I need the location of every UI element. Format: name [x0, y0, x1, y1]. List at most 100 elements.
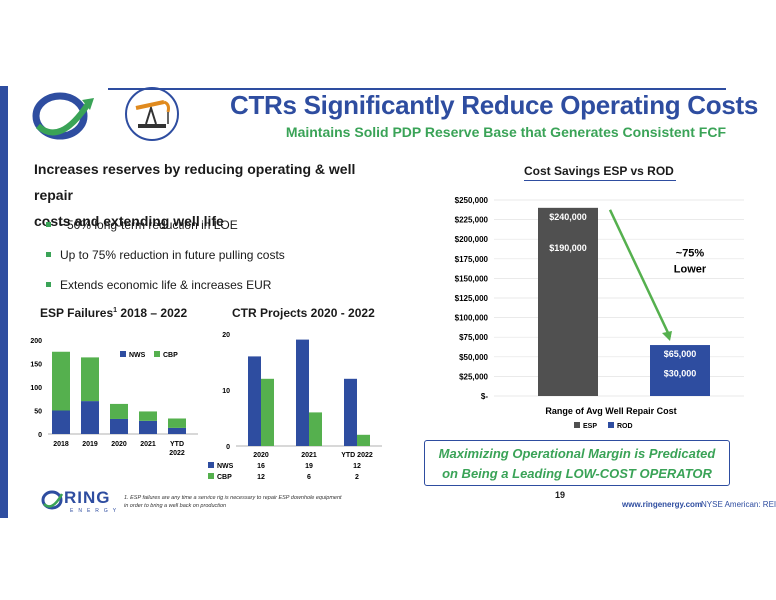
data-table-value: 12 — [257, 474, 265, 481]
intro-line-2: costs and extending well life — [34, 213, 224, 229]
data-label-low: $190,000 — [549, 243, 587, 253]
y-tick-label: $25,000 — [459, 372, 488, 381]
ctr-projects-title: CTR Projects 2020 - 2022 — [232, 306, 375, 320]
website-link[interactable]: www.ringenergy.com — [622, 500, 703, 509]
bar-cbp — [357, 434, 370, 446]
bullet-item: Extends economic life & increases EUR — [46, 276, 390, 306]
data-table-value: 16 — [257, 463, 265, 470]
y-tick-label: $250,000 — [455, 196, 489, 205]
bar-cbp — [110, 403, 128, 419]
y-tick-label: $125,000 — [455, 294, 489, 303]
x-tick-label: 2020 — [253, 452, 269, 459]
y-tick-label: 20 — [222, 332, 230, 339]
esp-failures-title: ESP Failures1 2018 – 2022 — [40, 306, 187, 320]
y-tick-label: 200 — [30, 338, 42, 345]
ctr-projects-chart: 0 10 20 16 12 2020 19 6 2021 12 2 YTD 2022 NWS CBP — [208, 332, 382, 481]
bar-esp — [538, 207, 598, 396]
cost-savings-chart: $- $25,000 $50,000 $75,000 $100,000 $125,000 $… — [455, 196, 744, 430]
data-label-high: $240,000 — [549, 212, 587, 222]
callout-line-1: Maximizing Operational Margin is Predica… — [438, 446, 716, 461]
y-tick-label: $100,000 — [455, 314, 489, 323]
legend-label-cbp: CBP — [217, 474, 232, 481]
ring-footer-logo-icon — [41, 490, 64, 510]
y-tick-label: 150 — [30, 362, 42, 369]
x-tick-label: 2022 — [169, 450, 185, 457]
data-table-value: 6 — [307, 474, 311, 481]
x-tick-label: YTD — [170, 441, 184, 448]
x-tick-label: YTD 2022 — [341, 452, 373, 459]
x-tick-label: 2020 — [111, 441, 127, 448]
legend-swatch-nws — [208, 462, 214, 468]
x-tick-label: 2018 — [53, 441, 69, 448]
y-tick-label: $200,000 — [455, 235, 489, 244]
ring-logo-sub: ENERGY — [70, 508, 122, 514]
bar-nws — [110, 418, 128, 434]
y-tick-label: $- — [481, 392, 488, 401]
y-tick-label: 10 — [222, 388, 230, 395]
bullet-item: ~50% long-term reduction in LOE — [46, 216, 390, 246]
y-tick-label: $50,000 — [459, 353, 488, 362]
legend-label-nws: NWS — [129, 352, 146, 359]
data-table-value: 2 — [355, 474, 359, 481]
y-tick-label: $150,000 — [455, 274, 489, 283]
legend-swatch-nws — [120, 351, 126, 357]
page-title: CTRs Significantly Reduce Operating Cost… — [230, 90, 759, 120]
legend-swatch-cbp — [154, 351, 160, 357]
ring-logo-text: RING — [64, 488, 111, 507]
page-number: 19 — [554, 490, 565, 500]
bar-nws — [296, 339, 309, 446]
annotation-percent: ~75% — [676, 247, 705, 259]
data-table-value: 12 — [353, 463, 361, 470]
legend-swatch-rod — [608, 422, 614, 428]
bar-nws — [81, 401, 99, 434]
y-tick-label: $175,000 — [455, 255, 489, 264]
legend-label-esp: ESP — [583, 423, 597, 430]
bar-cbp — [168, 418, 186, 428]
bar-cbp — [139, 411, 157, 421]
reduction-arrow-line — [608, 209, 672, 338]
y-tick-label: 100 — [30, 385, 42, 392]
bar-nws — [52, 410, 70, 434]
esp-failures-title-main: ESP Failures — [40, 306, 114, 320]
data-label-high: $65,000 — [664, 349, 697, 359]
bar-cbp — [52, 351, 70, 411]
bullet-list: ~50% long-term reduction in LOE Up to 75… — [46, 216, 390, 306]
bar-nws — [139, 420, 157, 434]
bar-rod — [650, 345, 710, 396]
callout-line-2: on Being a Leading LOW-COST OPERATOR — [442, 466, 712, 481]
x-axis-label: Range of Avg Well Repair Cost — [545, 406, 676, 416]
pumpjack-icon — [125, 87, 179, 141]
intro-line-1: Increases reserves by reducing operating… — [34, 161, 356, 203]
bar-nws — [344, 378, 357, 446]
title-rule — [108, 88, 726, 90]
reduction-arrow-head-icon — [662, 331, 672, 342]
bar-nws — [168, 427, 186, 434]
y-tick-label: $75,000 — [459, 333, 488, 342]
bar-cbp — [309, 412, 322, 446]
legend-swatch-esp — [574, 422, 580, 428]
esp-failures-title-sup: 1 — [113, 307, 118, 314]
y-tick-label: 0 — [226, 444, 230, 451]
bar-cbp — [81, 357, 99, 402]
bar-cbp — [261, 378, 274, 446]
x-tick-label: 2021 — [301, 452, 317, 459]
bullet-item: Up to 75% reduction in future pulling co… — [46, 246, 390, 276]
legend-label-nws: NWS — [217, 463, 234, 470]
page-subtitle: Maintains Solid PDP Reserve Base that Ge… — [285, 124, 726, 140]
legend-label-rod: ROD — [617, 423, 633, 430]
intro-text: Increases reserves by reducing operating… — [34, 156, 394, 234]
esp-failures-chart: 0 50 100 150 200 2018 2019 2020 2021 YTD 2022 NWS CB… — [30, 338, 198, 457]
legend-label-cbp: CBP — [163, 352, 178, 359]
low-cost-callout: Maximizing Operational Margin is Predica… — [424, 440, 730, 486]
data-label-low: $30,000 — [664, 368, 697, 378]
x-tick-label: 2019 — [82, 441, 98, 448]
y-tick-label: 50 — [34, 409, 42, 416]
legend-swatch-cbp — [208, 473, 214, 479]
footnote: 1. ESP failures are any time a service r… — [124, 495, 342, 509]
y-tick-label: $225,000 — [455, 216, 489, 225]
y-tick-label: 0 — [38, 432, 42, 439]
bar-nws — [248, 356, 261, 446]
exchange-ticker: NYSE American: REI — [701, 500, 776, 509]
x-tick-label: 2021 — [140, 441, 156, 448]
cost-savings-title: Cost Savings ESP vs ROD — [524, 164, 674, 178]
